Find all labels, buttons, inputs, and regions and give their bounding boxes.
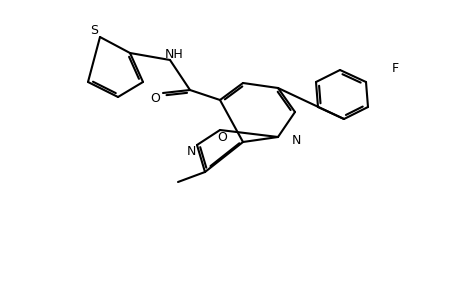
Text: NH: NH — [164, 47, 183, 61]
Text: N: N — [291, 134, 300, 146]
Text: S: S — [90, 23, 98, 37]
Text: O: O — [150, 92, 160, 104]
Text: F: F — [391, 61, 397, 74]
Text: O: O — [217, 130, 226, 143]
Text: N: N — [186, 145, 195, 158]
